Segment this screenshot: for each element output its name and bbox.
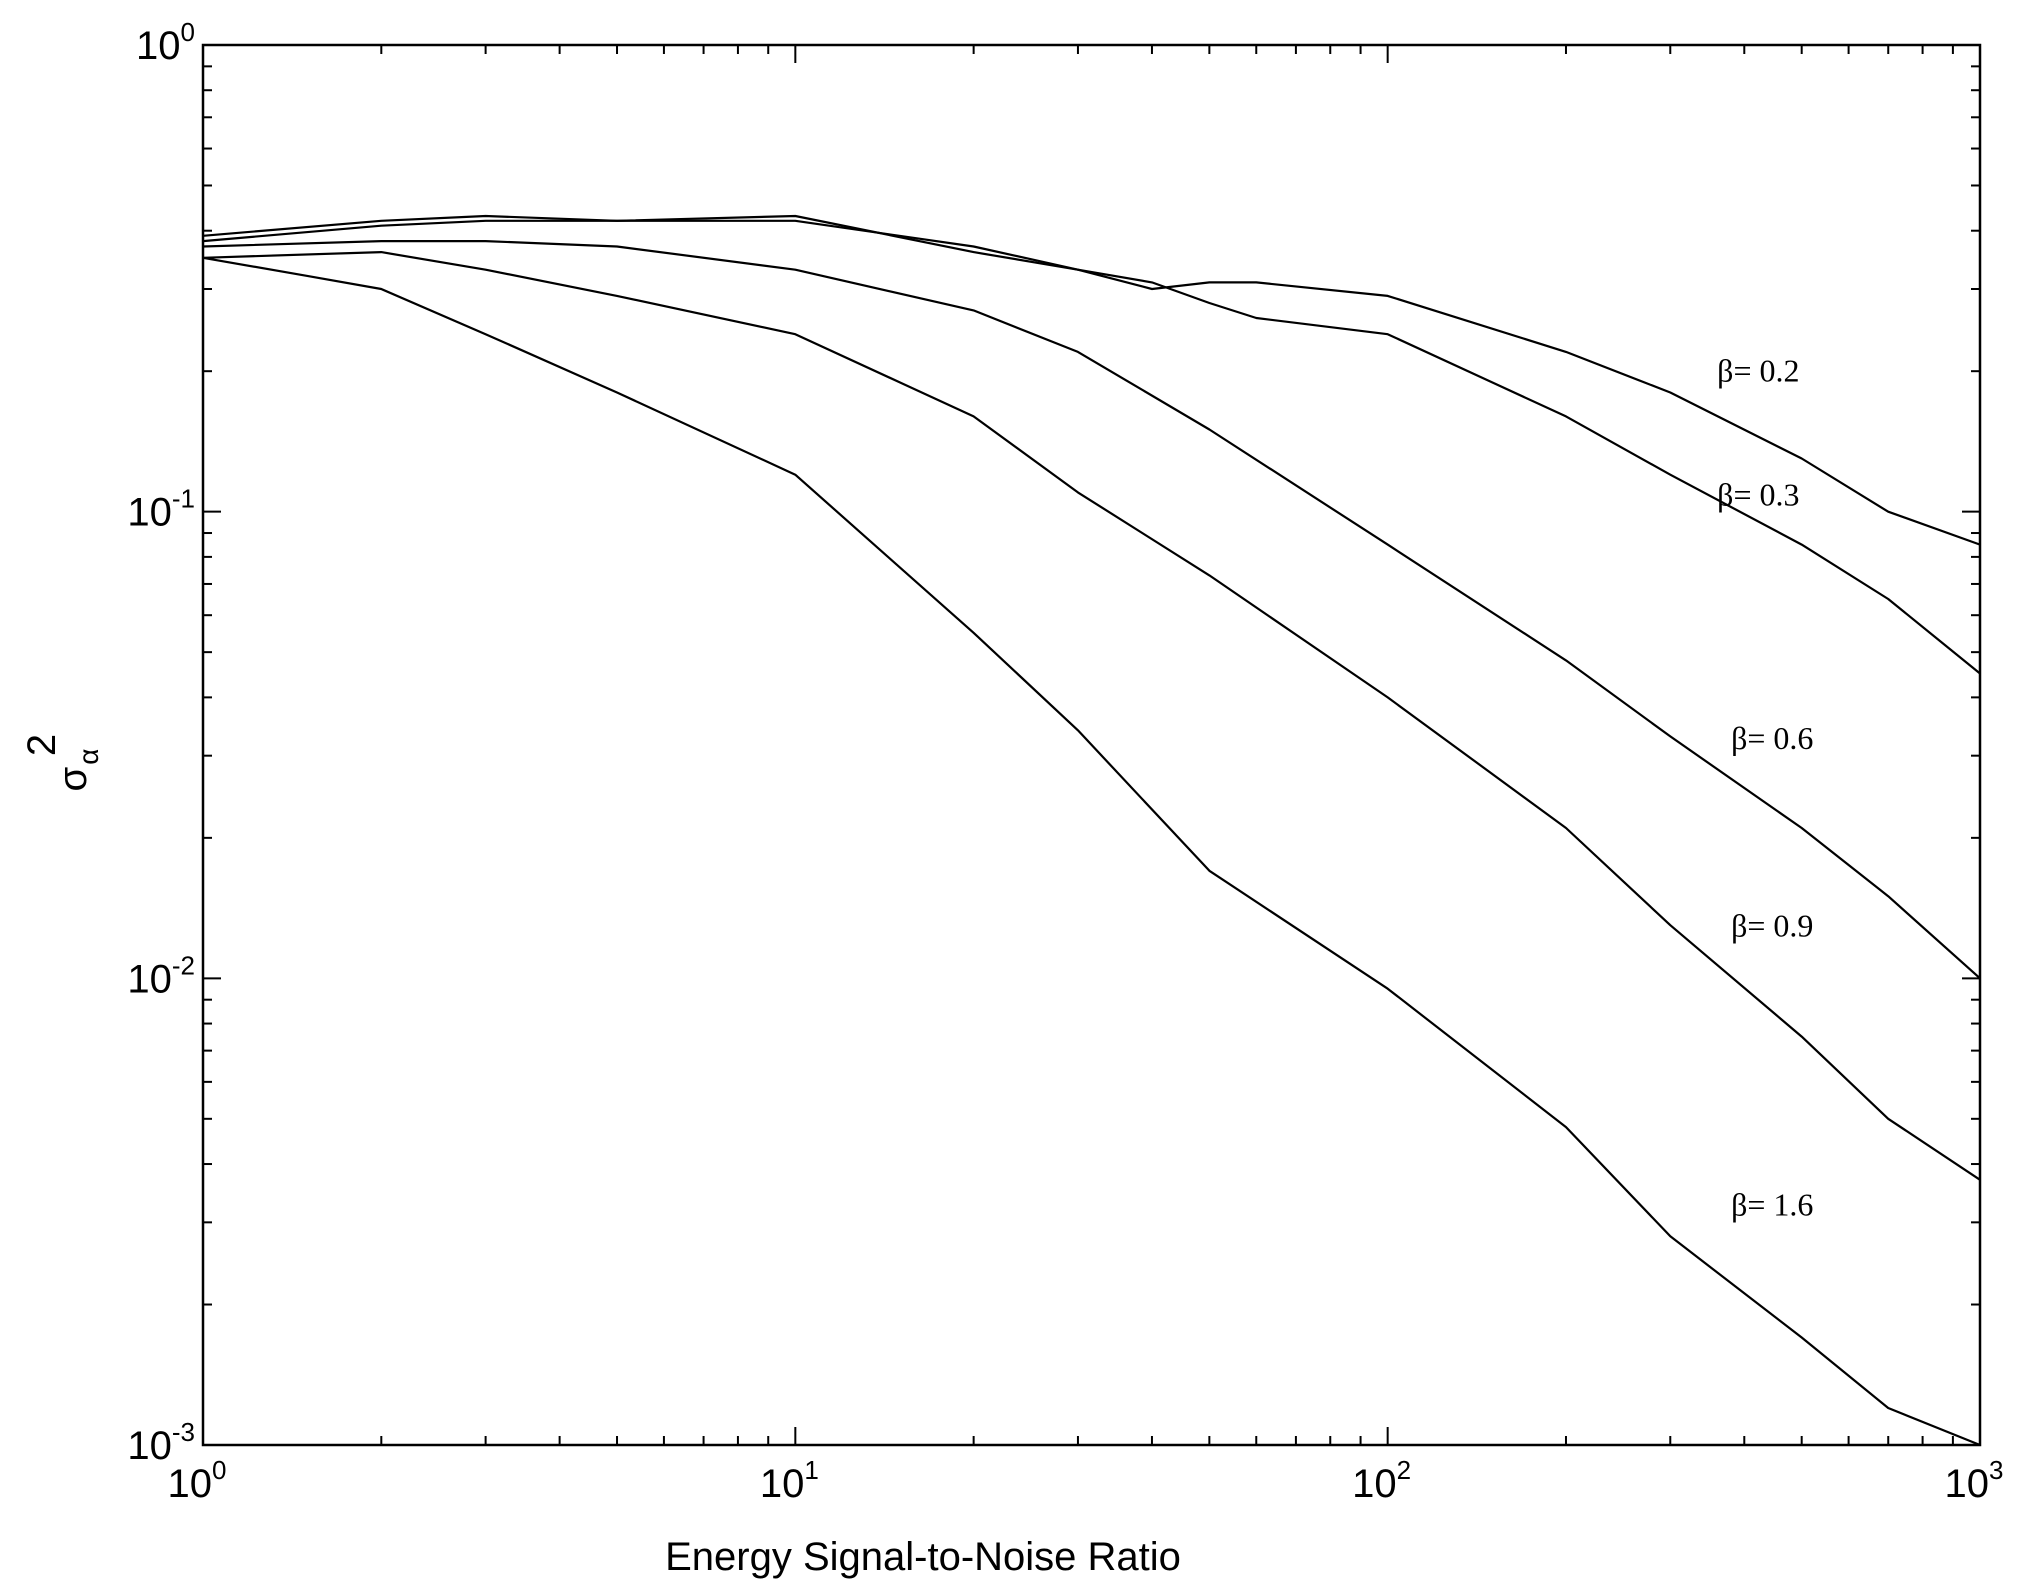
y-tick-label-2: 10-2 [127, 950, 195, 1001]
y-tick-label-base: 10 [127, 491, 172, 535]
x-tick-label-exp: 0 [212, 1455, 226, 1485]
x-tick-labels: 100 101 102 103 [168, 1455, 2004, 1506]
y-axis-label: σα [51, 749, 104, 792]
axis-ticks [202, 45, 1980, 1446]
y-tick-label-base: 10 [136, 24, 181, 68]
x-tick-label-3: 103 [1945, 1455, 2004, 1506]
series-line-3 [202, 251, 1981, 1181]
series-line-1 [202, 219, 1981, 675]
x-tick-label-exp: 3 [1989, 1455, 2003, 1485]
x-tick-label-base: 10 [1352, 1462, 1397, 1506]
y-tick-label-1: 10-1 [127, 484, 195, 535]
series-label-1: β= 0.3 [1717, 477, 1799, 513]
y-tick-label-exp: -1 [172, 484, 195, 514]
y-axis-label-sub: α [73, 749, 104, 765]
series-label-4: β= 1.6 [1731, 1187, 1813, 1223]
y-tick-label-exp: -3 [172, 1417, 195, 1447]
x-tick-label-base: 10 [168, 1462, 213, 1506]
plot-area [201, 43, 1982, 1447]
y-tick-label-exp: 0 [181, 17, 195, 47]
x-tick-label-exp: 2 [1397, 1455, 1411, 1485]
series-lines [202, 214, 1981, 1447]
series-labels: β= 0.2 β= 0.3 β= 0.6 β= 0.9 β= 1.6 [1717, 353, 1813, 1223]
x-axis-label: Energy Signal-to-Noise Ratio [665, 1535, 1181, 1579]
y-tick-label-base: 10 [127, 1424, 172, 1468]
y-tick-label-base: 10 [127, 957, 172, 1001]
series-line-0 [202, 214, 1981, 546]
x-tick-label-2: 102 [1352, 1455, 1411, 1506]
y-tick-label-0: 100 [136, 17, 195, 68]
y-axis-label-sup: 2 [20, 734, 64, 756]
x-tick-label-base: 10 [1945, 1462, 1990, 1506]
y-tick-label-3: 10-3 [127, 1417, 195, 1468]
y-tick-label-exp: -2 [172, 950, 195, 980]
series-line-4 [202, 256, 1981, 1447]
series-label-0: β= 0.2 [1717, 353, 1799, 389]
x-tick-label-1: 101 [760, 1455, 819, 1506]
series-label-2: β= 0.6 [1731, 720, 1813, 756]
x-tick-label-base: 10 [760, 1462, 805, 1506]
y-axis-label-base: σ [51, 766, 95, 791]
x-tick-label-0: 100 [168, 1455, 227, 1506]
x-tick-label-exp: 1 [804, 1455, 818, 1485]
series-label-3: β= 0.9 [1731, 907, 1813, 943]
series-line-2 [202, 240, 1981, 980]
